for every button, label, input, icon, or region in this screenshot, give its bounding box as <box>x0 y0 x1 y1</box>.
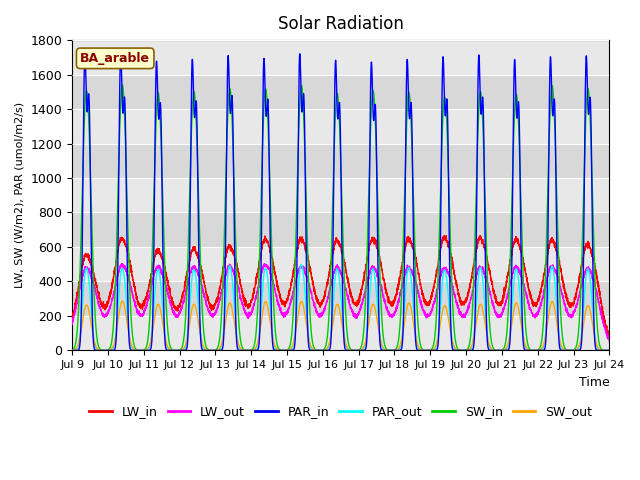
SW_in <box>118 82 126 88</box>
SW_out <box>184 334 191 340</box>
Line: LW_in: LW_in <box>72 236 609 337</box>
SW_out <box>118 298 126 304</box>
PAR_in <box>605 348 613 353</box>
SW_out <box>218 338 226 344</box>
Bar <box>72 247 609 281</box>
LW_in <box>184 271 191 276</box>
PAR_out <box>68 348 76 353</box>
Title: Solar Radiation: Solar Radiation <box>278 15 404 33</box>
LW_out <box>184 284 191 289</box>
SW_out <box>605 348 613 353</box>
Bar <box>72 109 609 144</box>
SW_in <box>605 348 613 353</box>
LW_in <box>605 332 613 338</box>
Bar <box>72 40 609 74</box>
X-axis label: Time: Time <box>579 376 609 389</box>
SW_out <box>393 347 401 353</box>
LW_out <box>218 287 226 292</box>
SW_in <box>184 272 191 277</box>
PAR_out <box>605 348 613 353</box>
LW_in <box>403 238 410 244</box>
Legend: LW_in, LW_out, PAR_in, PAR_out, SW_in, SW_out: LW_in, LW_out, PAR_in, PAR_out, SW_in, S… <box>84 400 597 423</box>
LW_out <box>403 266 410 272</box>
Bar <box>72 74 609 109</box>
PAR_in <box>555 329 563 335</box>
Bar <box>72 178 609 213</box>
LW_in <box>440 233 448 239</box>
Line: PAR_in: PAR_in <box>72 52 609 350</box>
LW_in <box>605 335 613 340</box>
Bar <box>72 213 609 247</box>
PAR_in <box>117 49 125 55</box>
SW_out <box>555 330 563 336</box>
PAR_in <box>68 348 76 353</box>
LW_in <box>393 291 401 297</box>
PAR_out <box>218 339 226 345</box>
PAR_in <box>393 348 401 353</box>
SW_in <box>68 347 76 353</box>
PAR_out <box>403 277 410 283</box>
SW_in <box>393 344 401 349</box>
Bar <box>72 144 609 178</box>
PAR_in <box>218 346 226 352</box>
Y-axis label: LW, SW (W/m2), PAR (umol/m2/s): LW, SW (W/m2), PAR (umol/m2/s) <box>15 102 25 288</box>
LW_out <box>605 339 613 345</box>
PAR_in <box>605 348 613 353</box>
SW_in <box>218 295 226 301</box>
SW_in <box>605 348 613 353</box>
PAR_out <box>393 348 401 353</box>
Bar <box>72 281 609 316</box>
PAR_out <box>555 326 563 332</box>
Bar <box>72 316 609 350</box>
SW_out <box>605 348 613 353</box>
PAR_out <box>298 262 305 267</box>
SW_in <box>555 255 563 261</box>
LW_out <box>68 322 76 327</box>
Line: SW_out: SW_out <box>72 301 609 350</box>
LW_out <box>605 337 613 343</box>
LW_out <box>555 278 563 284</box>
LW_out <box>118 261 125 266</box>
SW_out <box>68 348 76 353</box>
PAR_in <box>184 341 191 347</box>
Line: LW_out: LW_out <box>72 264 609 342</box>
LW_in <box>218 272 226 278</box>
PAR_out <box>184 334 191 339</box>
PAR_out <box>605 348 613 353</box>
LW_in <box>555 254 563 260</box>
SW_out <box>403 307 410 312</box>
Text: BA_arable: BA_arable <box>80 52 150 65</box>
LW_in <box>68 316 76 322</box>
SW_in <box>403 124 410 130</box>
Line: PAR_out: PAR_out <box>72 264 609 350</box>
LW_out <box>393 304 401 310</box>
PAR_in <box>403 75 410 81</box>
Line: SW_in: SW_in <box>72 85 609 350</box>
